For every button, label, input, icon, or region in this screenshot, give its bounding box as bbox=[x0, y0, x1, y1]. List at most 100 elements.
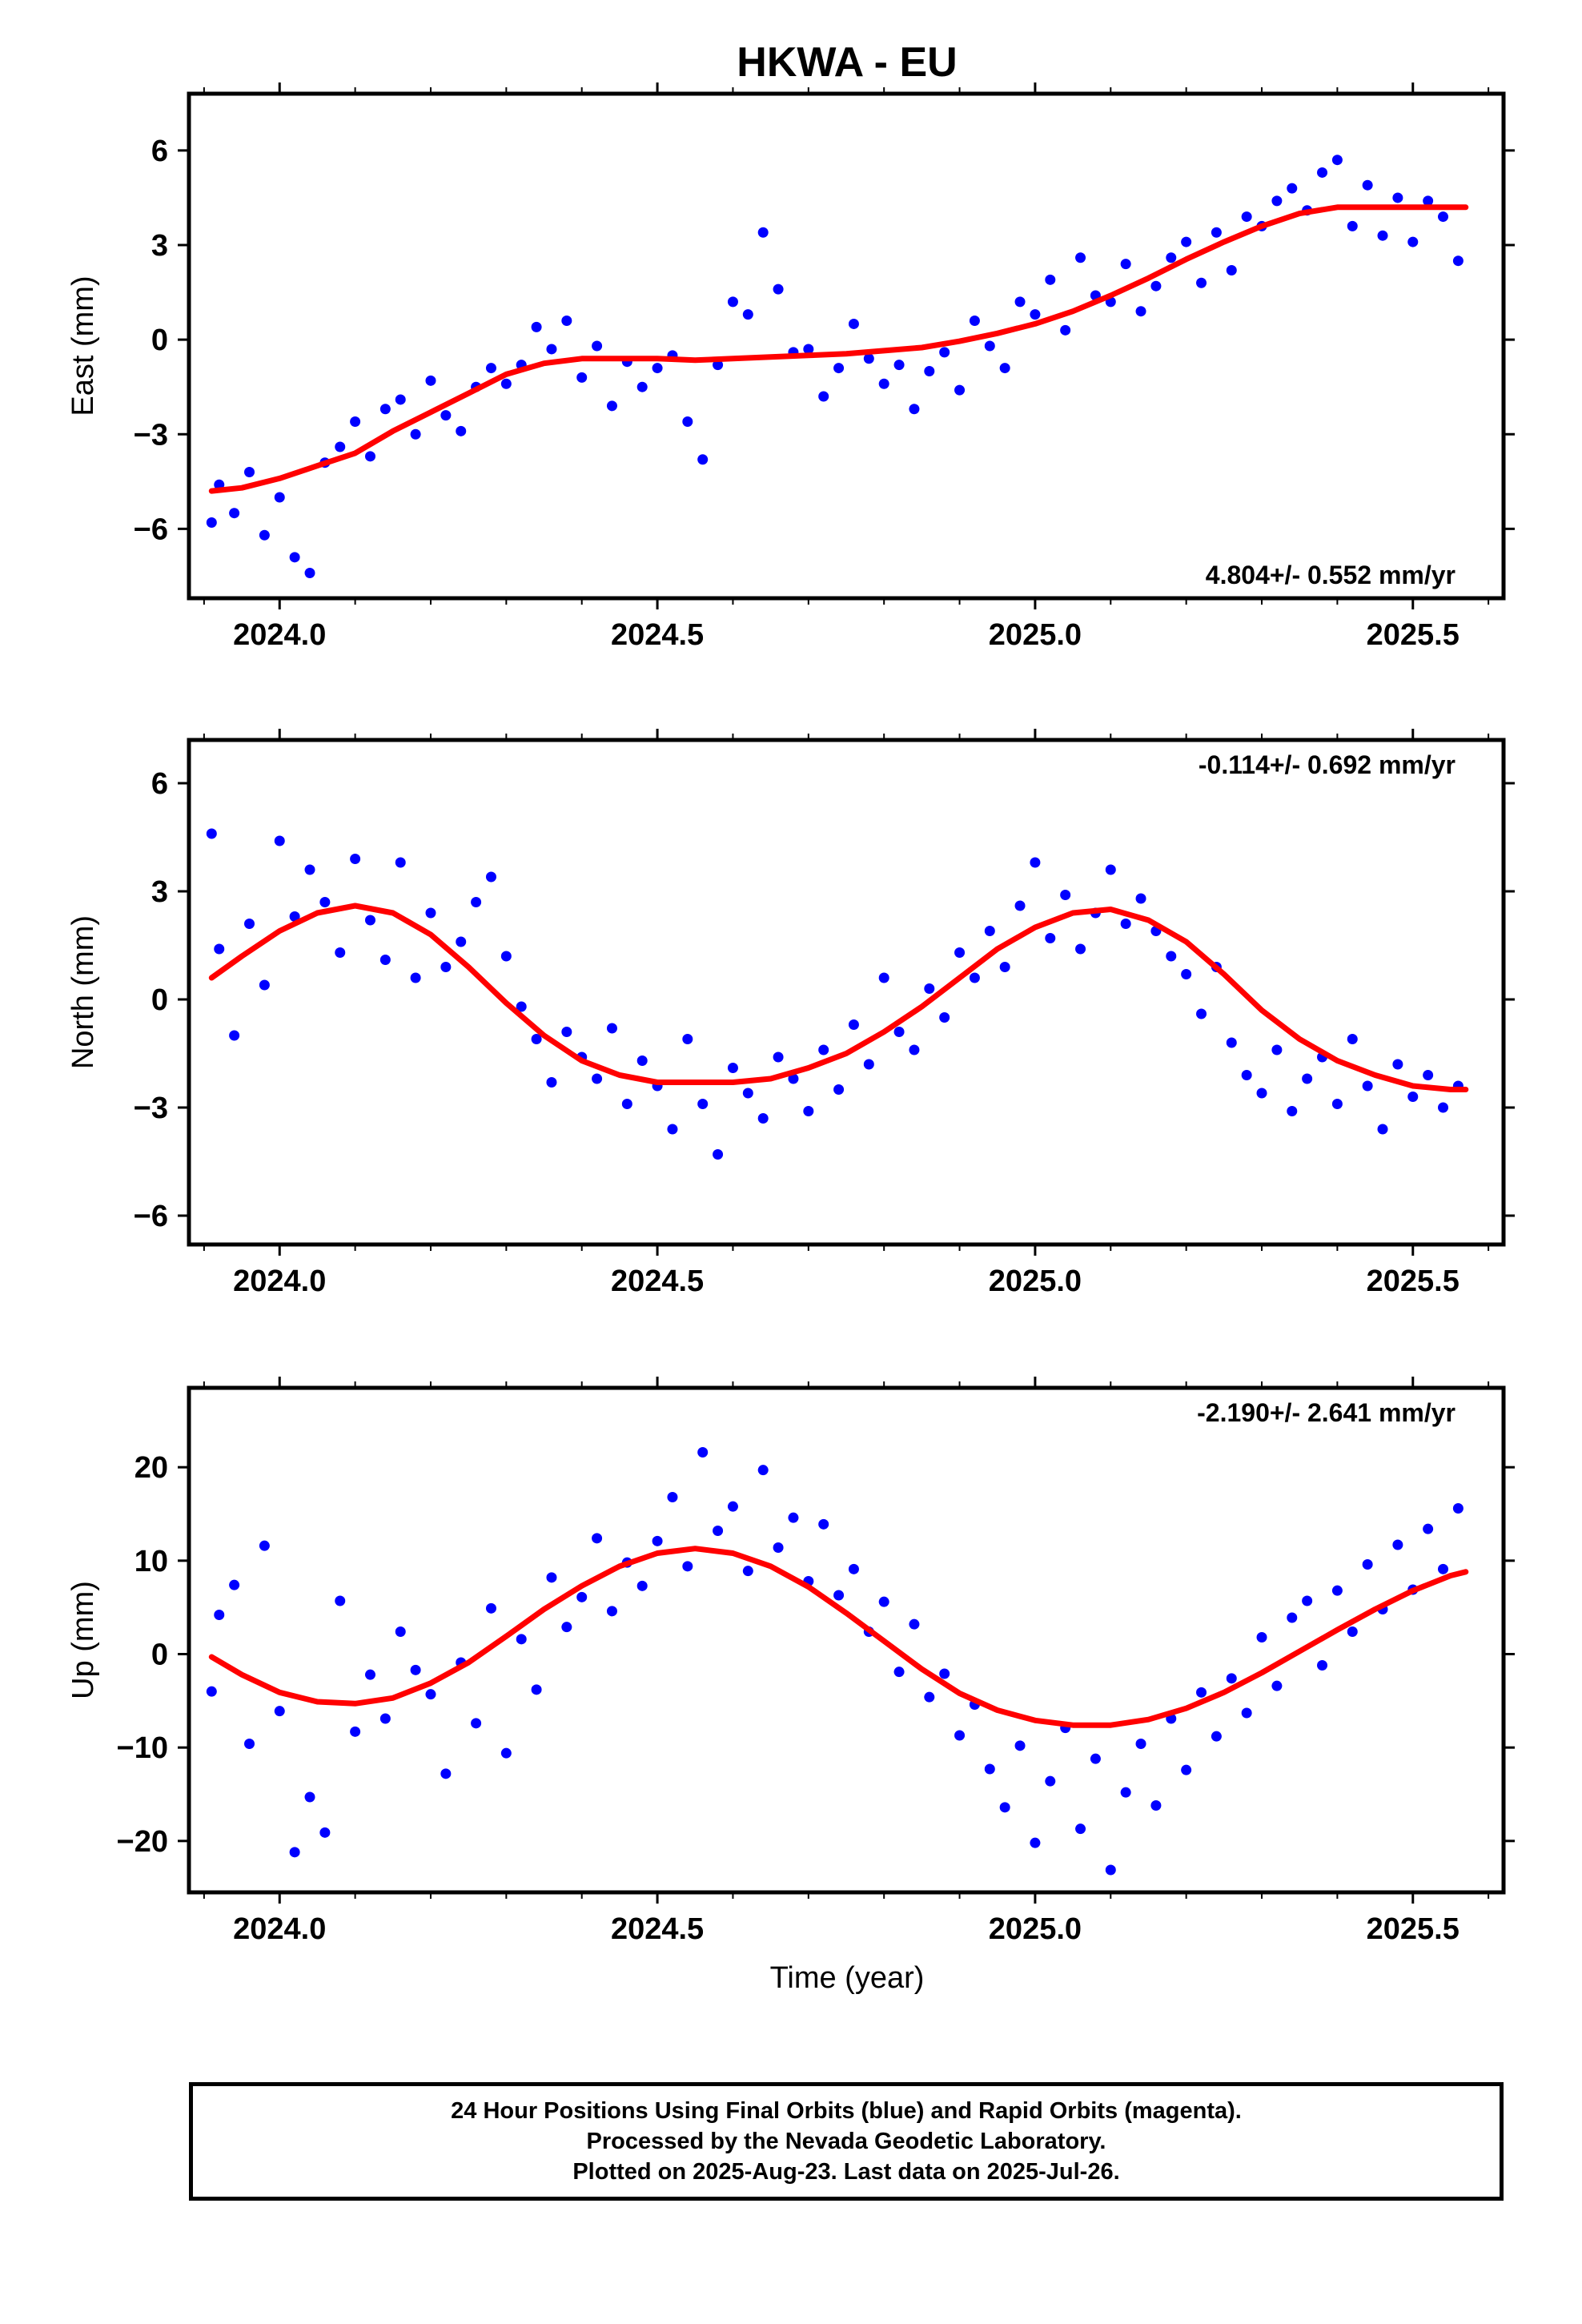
up-y-tick-label: −20 bbox=[117, 1825, 168, 1859]
east-data-point bbox=[1211, 227, 1222, 238]
east-data-point bbox=[229, 508, 240, 519]
up-y-tick-label: −10 bbox=[117, 1731, 168, 1765]
north-data-point bbox=[818, 1044, 829, 1055]
north-data-point bbox=[1392, 1059, 1403, 1070]
up-data-point bbox=[636, 1580, 648, 1591]
east-data-point bbox=[335, 441, 346, 452]
north-data-point bbox=[803, 1106, 814, 1116]
up-data-point bbox=[289, 1847, 300, 1858]
north-y-tick-label: −6 bbox=[134, 1200, 168, 1233]
up-data-point bbox=[1120, 1787, 1131, 1798]
up-data-point bbox=[243, 1739, 255, 1749]
north-data-point bbox=[954, 947, 966, 958]
east-data-point bbox=[803, 344, 814, 355]
up-data-point bbox=[788, 1512, 799, 1523]
east-data-point bbox=[500, 378, 512, 389]
east-y-tick-label: −3 bbox=[134, 418, 168, 452]
north-data-point bbox=[893, 1027, 905, 1037]
east-x-tick-label: 2025.5 bbox=[1367, 618, 1460, 652]
up-data-point bbox=[1090, 1753, 1101, 1764]
up-data-point bbox=[500, 1747, 512, 1759]
east-data-point bbox=[243, 467, 255, 477]
east-data-point bbox=[576, 372, 588, 383]
east-data-point bbox=[606, 400, 617, 412]
north-data-point bbox=[1241, 1070, 1252, 1080]
up-data-point bbox=[1362, 1559, 1373, 1570]
east-y-tick-label: 0 bbox=[151, 324, 168, 357]
x-axis-label: Time (year) bbox=[770, 1961, 925, 1995]
north-data-point bbox=[1438, 1102, 1449, 1113]
east-data-point bbox=[485, 363, 496, 374]
north-data-point bbox=[440, 962, 452, 972]
north-data-point bbox=[1423, 1070, 1434, 1080]
east-data-point bbox=[440, 410, 452, 421]
east-data-point bbox=[364, 451, 375, 462]
east-data-point bbox=[456, 425, 467, 436]
north-data-point bbox=[1181, 969, 1192, 979]
up-data-point bbox=[335, 1595, 346, 1606]
up-data-point bbox=[425, 1689, 436, 1700]
north-data-point bbox=[1377, 1124, 1388, 1135]
north-data-point bbox=[909, 1044, 920, 1055]
north-data-point bbox=[1302, 1073, 1313, 1084]
panel-up: 2024.0 2024.5 2025.0 2025.5 −20 −10 0 10 20 Up (m… bbox=[66, 1377, 1515, 1946]
north-data-point bbox=[1407, 1092, 1419, 1102]
east-data-point bbox=[1150, 280, 1162, 292]
north-data-point bbox=[1256, 1088, 1267, 1099]
north-data-point bbox=[1030, 857, 1041, 868]
up-data-point bbox=[773, 1542, 784, 1553]
north-data-point bbox=[1060, 890, 1071, 900]
up-data-point bbox=[667, 1492, 678, 1502]
footer-line-3: Plotted on 2025-Aug-23. Last data on 202… bbox=[572, 2159, 1120, 2185]
north-fit-line bbox=[208, 903, 1469, 1092]
east-data-point bbox=[304, 568, 315, 578]
north-data-point bbox=[621, 1099, 632, 1109]
east-data-point bbox=[924, 366, 935, 376]
north-data-point bbox=[833, 1084, 845, 1095]
east-data-point bbox=[757, 227, 769, 238]
north-data-point bbox=[516, 1001, 527, 1012]
east-data-point bbox=[1407, 236, 1419, 247]
panel-north: 2024.0 2024.5 2025.0 2025.5 −6 −3 0 3 6 North (mm… bbox=[66, 729, 1515, 1298]
north-y-tick-label: 6 bbox=[151, 767, 168, 801]
north-data-point bbox=[243, 919, 255, 929]
up-data-point bbox=[606, 1606, 617, 1617]
east-data-point bbox=[969, 316, 980, 326]
up-y-axis-label: Up (mm) bbox=[66, 1581, 100, 1699]
up-data-point bbox=[516, 1634, 527, 1645]
north-data-point bbox=[1287, 1106, 1298, 1116]
east-data-point bbox=[713, 360, 724, 371]
north-data-point bbox=[1331, 1099, 1343, 1109]
east-data-point bbox=[259, 529, 270, 541]
up-data-point bbox=[713, 1526, 724, 1536]
north-data-point bbox=[924, 983, 935, 994]
north-data-point bbox=[410, 972, 421, 983]
north-plot-frame bbox=[187, 738, 1506, 1247]
up-data-point bbox=[546, 1572, 557, 1583]
up-data-point bbox=[1317, 1660, 1328, 1671]
up-data-point bbox=[1287, 1612, 1298, 1623]
north-data-point bbox=[500, 951, 512, 962]
east-data-point bbox=[1241, 211, 1252, 223]
up-data-point bbox=[984, 1763, 995, 1775]
east-data-point bbox=[682, 416, 693, 427]
up-data-point bbox=[848, 1563, 859, 1574]
up-data-point bbox=[652, 1535, 663, 1546]
east-data-point bbox=[818, 391, 829, 402]
up-data-point bbox=[1014, 1740, 1026, 1751]
north-data-point bbox=[1105, 864, 1116, 875]
up-data-point bbox=[471, 1718, 482, 1729]
north-y-tick-label: 0 bbox=[151, 983, 168, 1017]
north-data-point bbox=[379, 955, 391, 965]
north-data-point bbox=[1347, 1034, 1358, 1044]
north-data-point bbox=[984, 926, 995, 936]
up-data-point bbox=[1135, 1739, 1146, 1749]
east-data-point bbox=[742, 309, 753, 320]
up-data-point bbox=[833, 1590, 845, 1601]
east-fit-line bbox=[208, 204, 1469, 494]
north-x-tick-label: 2025.5 bbox=[1367, 1265, 1460, 1298]
north-data-point bbox=[304, 864, 315, 875]
north-data-point bbox=[531, 1034, 542, 1044]
footer-line-1: 24 Hour Positions Using Final Orbits (bl… bbox=[451, 2098, 1242, 2124]
up-data-point bbox=[379, 1713, 391, 1724]
